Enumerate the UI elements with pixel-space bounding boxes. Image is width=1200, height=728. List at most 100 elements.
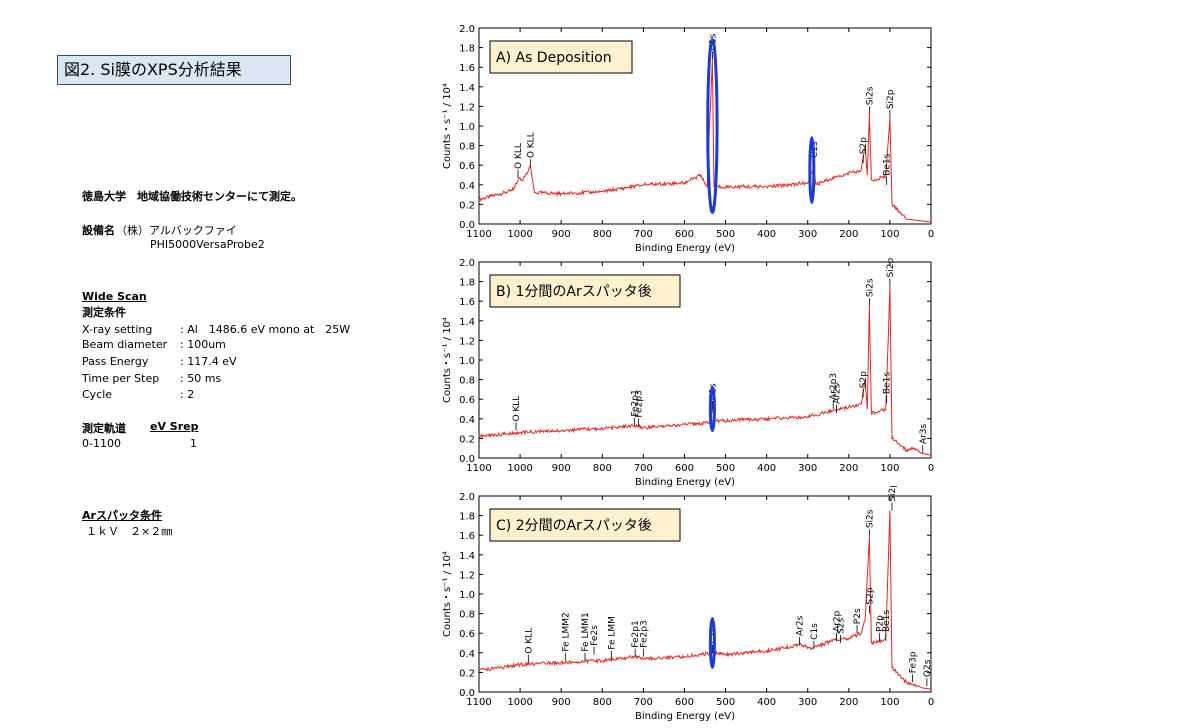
x-tick-label: 800 [593,463,612,474]
x-tick-label: 200 [839,697,858,708]
condition-row: X-ray setting: Al 1486.6 eV mono at 25W [82,323,351,336]
measurement-location: 徳島大学 地域協働技術センターにて測定。 [82,190,302,203]
peak-label: Be1s [882,610,892,632]
y-tick-label: 1.6 [459,531,475,542]
x-axis-label: Binding Energy (eV) [635,477,735,488]
x-tick-label: 800 [593,697,612,708]
peak-label: Si2s [865,278,875,297]
peak-label: Fe3p [909,651,919,673]
y-tick-label: 0.2 [459,434,475,445]
y-tick-label: 1.6 [459,297,475,308]
x-tick-label: 1100 [466,697,491,708]
y-tick-label: 2.0 [459,258,475,269]
x-axis-label: Binding Energy (eV) [635,243,735,254]
y-axis-label: Counts・s⁻¹ / 10⁴ [442,83,453,169]
x-tick-label: 1100 [466,463,491,474]
x-tick-label: 0 [928,463,934,474]
peak-label: Fe2p3 [639,620,649,647]
peak-label: P2p [876,615,886,632]
xps-chart-c: 0.0 0.2 0.4 0.6 0.8 1.0 1.2 1.4 1.6 1.8 2.0 1100 100… [442,486,934,722]
panel-label: A) As Deposition [496,50,612,66]
x-tick-label: 400 [757,229,776,240]
sputter-label: Arスパッタ条件 [82,509,162,522]
peak-label: Fe LMM1 [581,612,591,651]
condition-row: Beam diameter: 100um [82,338,226,351]
peak-label: Ar2s [796,615,806,636]
panel-label-box [489,274,681,308]
x-axis-label: Binding Energy (eV) [635,711,735,722]
x-tick-label: 900 [552,463,571,474]
x-tick-label: 1000 [507,229,532,240]
condition-row: Time per Step: 50 ms [82,372,222,385]
peak-label: S2p [859,137,869,154]
y-tick-label: 1.8 [459,278,475,289]
peak-label: Ar3s [919,424,929,445]
orbit-label: 測定軌道 [82,422,126,435]
x-tick-label: 0 [928,229,934,240]
y-tick-label: 1.0 [459,356,475,367]
spectrum-line [478,286,932,456]
panel-label: B) 1分間のArスパッタ後 [496,284,652,300]
peak-label: O KLL [514,143,524,169]
x-tick-label: 500 [716,463,735,474]
equipment-maker: （株）アルバックファイ [116,224,237,237]
panel-label: C) 2分間のArスパッタ後 [496,518,652,534]
x-tick-label: 1000 [507,697,532,708]
peak-label: Fe LMM [607,616,617,650]
peak-label: Si2p [886,89,896,109]
y-tick-label: 0.0 [459,454,475,465]
x-tick-label: 700 [634,229,653,240]
peak-label: Si2s [865,509,875,528]
x-tick-label: 900 [552,697,571,708]
y-tick-label: 0.6 [459,395,475,406]
y-tick-label: 0.8 [459,376,475,387]
highlight-ellipse [808,136,816,204]
x-tick-label: 100 [880,229,899,240]
y-tick-label: 1.0 [459,590,475,601]
y-tick-label: 0.0 [459,688,475,699]
xps-chart-a: 0.0 0.2 0.4 0.6 0.8 1.0 1.2 1.4 1.6 1.8 2.0 1100 100… [442,24,934,254]
peak-label: O2s [923,659,933,677]
xps-chart-b: 0.0 0.2 0.4 0.6 0.8 1.0 1.2 1.4 1.6 1.8 2.0 1100 100… [442,258,934,488]
x-tick-label: 400 [757,463,776,474]
condition-row: Pass Energy: 117.4 eV [82,355,237,368]
y-tick-label: 0.4 [459,415,475,426]
equipment-model: PHI5000VersaProbe2 [150,238,265,251]
step-label: eV Srep [150,420,199,433]
x-tick-label: 100 [880,697,899,708]
peak-label: Fe2s [590,625,600,646]
y-tick-label: 0.2 [459,200,475,211]
y-tick-label: 1.4 [459,317,475,328]
figure-title: 図2. Si膜のXPS分析結果 [57,55,291,85]
peak-label: Ar2s [832,383,842,404]
y-axis-label: Counts・s⁻¹ / 10⁴ [442,551,453,637]
x-tick-label: 600 [675,463,694,474]
peak-label: C1s [810,623,820,640]
panel-label-box [489,40,633,74]
peak-label: Si2p [886,258,896,278]
x-tick-label: 700 [634,463,653,474]
highlight-ellipse [708,385,716,433]
y-tick-label: 0.2 [459,668,475,679]
peak-label: Ar2p3 [829,373,839,400]
peak-label: O KLL [512,396,522,422]
y-tick-label: 1.8 [459,512,475,523]
peak-label: Fe2p1 [631,620,641,647]
condition-row: Cycle: 2 [82,388,195,401]
y-tick-label: 0.8 [459,142,475,153]
x-tick-label: 100 [880,463,899,474]
conditions-label: 測定条件 [82,306,126,319]
y-tick-label: 0.6 [459,629,475,640]
y-tick-label: 0.0 [459,220,475,231]
equipment-label: 設備名 [82,224,115,237]
y-tick-label: 1.0 [459,122,475,133]
y-tick-label: 1.2 [459,336,475,347]
peak-label: S2p [859,371,869,388]
y-tick-label: 2.0 [459,492,475,503]
spectrum-line [478,59,932,223]
peak-label: P2s [853,608,863,624]
x-tick-label: 900 [552,229,571,240]
peak-label: Fe2p1 [630,389,640,416]
y-tick-label: 2.0 [459,24,475,35]
peak-label: Be1s [883,372,893,394]
